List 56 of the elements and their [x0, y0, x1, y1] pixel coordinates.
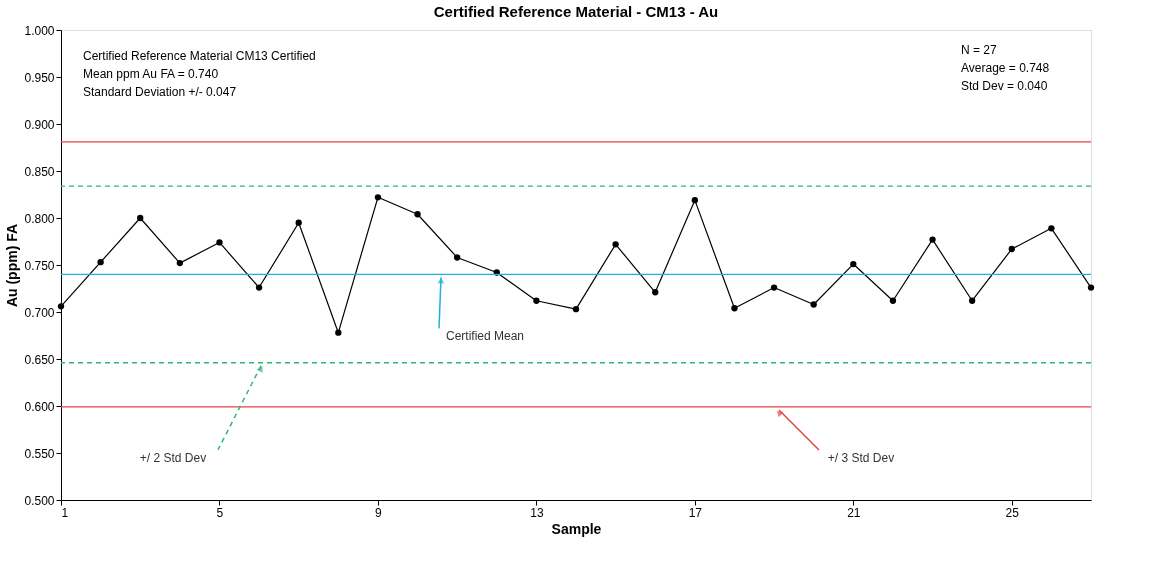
y-tick-label: 0.950	[24, 70, 55, 85]
point	[97, 259, 104, 266]
point	[176, 259, 184, 267]
point	[255, 284, 263, 291]
y-tick-label: 1.000	[24, 23, 55, 38]
ref-line-label: +/ 2 Std Dev	[139, 450, 207, 465]
point	[691, 196, 699, 204]
point	[533, 297, 540, 304]
point	[1048, 225, 1055, 232]
point	[216, 239, 223, 246]
y-tick-label: 0.750	[24, 258, 55, 273]
point	[810, 301, 817, 308]
y-tick-label: 0.550	[24, 446, 55, 461]
point	[1087, 284, 1095, 291]
x-axis-title: Sample	[551, 520, 602, 537]
point	[453, 254, 461, 261]
point	[295, 219, 302, 226]
point	[968, 297, 976, 304]
point	[335, 329, 342, 336]
point	[731, 305, 738, 312]
y-tick-label: 0.500	[24, 493, 55, 508]
x-tick-label: 13	[530, 505, 544, 520]
point	[889, 297, 897, 304]
annotation: Average = 0.748	[961, 61, 1050, 75]
y-tick-label: 0.900	[24, 117, 55, 132]
x-tick-label: 5	[216, 505, 224, 520]
point	[929, 236, 936, 243]
x-tick-label: 21	[847, 505, 861, 520]
point	[374, 194, 382, 201]
annotation: Standard Deviation +/- 0.047	[83, 85, 237, 99]
point	[414, 211, 421, 218]
annotation: Std Dev = 0.040	[961, 79, 1048, 93]
chart-title: Certified Reference Material - CM13 - Au	[433, 3, 719, 20]
y-tick-label: 0.600	[24, 399, 55, 414]
point	[57, 303, 65, 310]
x-tick-label: 9	[375, 505, 383, 520]
y-axis-title: Au (ppm) FA	[4, 223, 21, 308]
annotation: Mean ppm Au FA = 0.740	[83, 67, 219, 81]
x-tick-label: 17	[688, 505, 703, 520]
point	[850, 260, 857, 268]
ref-line-label: +/ 3 Std Dev	[827, 450, 895, 465]
y-tick-label: 0.850	[24, 164, 55, 179]
ref-line-label: Certified Mean	[445, 329, 525, 344]
point	[572, 306, 580, 313]
annotation: N = 27	[961, 43, 998, 57]
point	[770, 284, 778, 291]
x-tick-label: 1	[61, 505, 69, 520]
y-tick-label: 0.700	[24, 305, 55, 320]
x-tick-label: 25	[1005, 505, 1020, 520]
point	[137, 214, 144, 222]
point	[612, 241, 619, 248]
point	[1008, 245, 1015, 253]
y-tick-label: 0.800	[24, 211, 55, 226]
y-tick-label: 0.650	[24, 352, 55, 367]
annotation: Certified Reference Material CM13 Certified	[83, 49, 316, 63]
point	[652, 289, 659, 296]
